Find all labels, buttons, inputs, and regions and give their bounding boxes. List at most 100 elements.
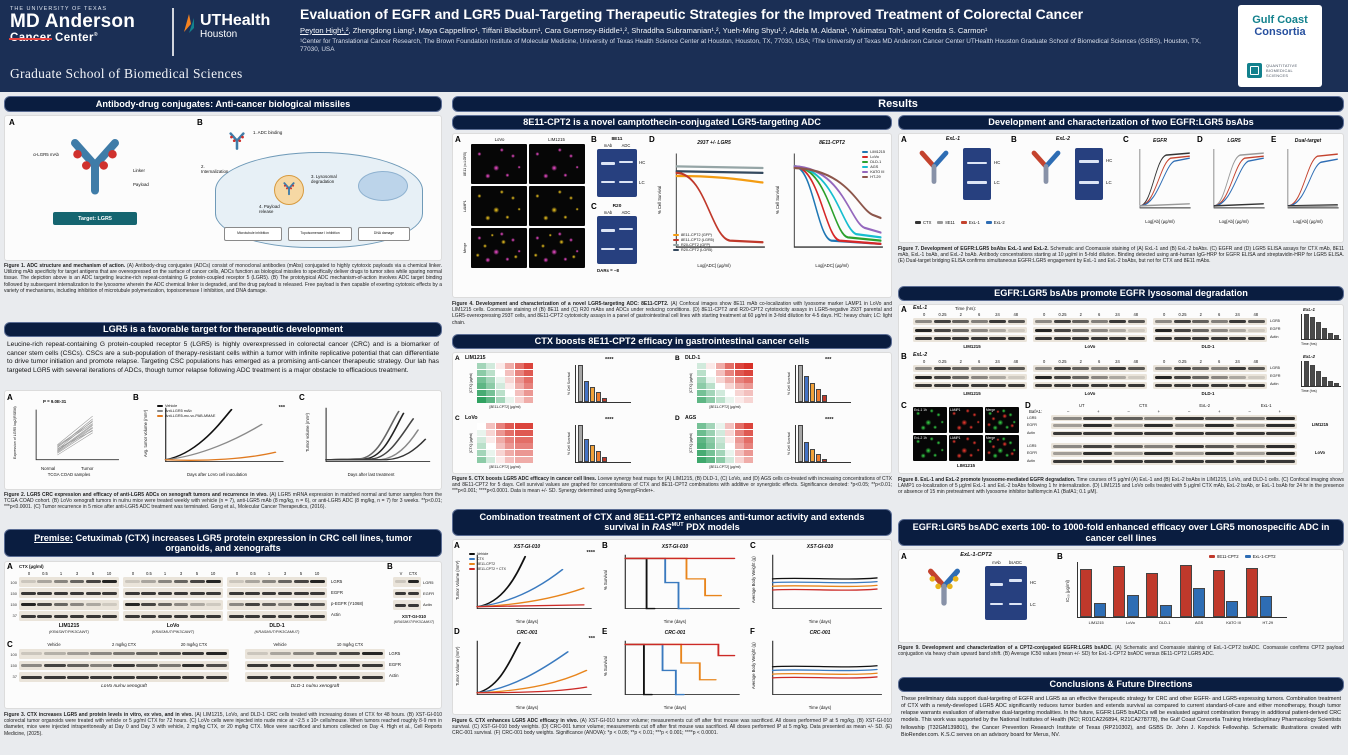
pdx-body-weight-xst: C XST-GI-010 Average Body Weight (g) Tim…: [750, 541, 889, 624]
legend-swatch: [157, 414, 163, 418]
bafa1-band-labels: LGR5 EGFR Actin: [1027, 443, 1049, 465]
gel-r20-lanes: mAb ADC: [597, 210, 637, 215]
blot-exl2-lim1215: [913, 365, 1027, 389]
heatmap-cell: [706, 396, 716, 403]
authors: Peyton High¹,², Zhengdong Liang¹, Maya C…: [300, 26, 1222, 35]
repeat-label: 20 mg/kg CTX: [180, 642, 208, 647]
heatmap-y-label: [CTX] (μg/ml): [689, 432, 693, 454]
blot-band: [1007, 337, 1025, 341]
ic50-cell-labels: LIM1215 LoVo DLD-1 AGS KATO III HT-29: [1079, 620, 1285, 625]
bar: [1193, 588, 1206, 617]
poster-title: Evaluation of EGFR and LGR5 Dual-Targeti…: [300, 6, 1084, 22]
panel-tag: C: [750, 541, 756, 550]
ic50-bars: [1077, 562, 1287, 618]
repeat-label: 0: [1163, 359, 1166, 364]
blot-band: [44, 664, 66, 667]
heatmap-x-label: [8E11-CPT2] (μg/ml): [709, 405, 741, 409]
legend-item: HT-29: [862, 175, 885, 179]
dar-note: DARs = ~8: [597, 268, 619, 273]
bafa1-cell-lim1215: LIM1215: [1311, 422, 1329, 427]
group-exl2: ExL-2: [913, 352, 928, 358]
repeat-label: 5: [91, 571, 95, 576]
blot-band: [21, 614, 36, 618]
x-axis-label: Log[Ab] (μg/ml): [1219, 219, 1249, 224]
egfr-level-bars-exl2: [1301, 361, 1341, 387]
repeat-label: +: [1278, 409, 1282, 414]
heatmap-cell: [725, 390, 735, 397]
blot-band: [395, 592, 407, 595]
heatmap-cell: [715, 423, 725, 430]
legend-item: Vehicle: [157, 404, 215, 408]
blot-band: [190, 603, 205, 607]
lovo-xenograft-label: LoVo nu/nu xenograft: [101, 684, 147, 689]
heatmap-cell: [715, 369, 725, 376]
bar: [798, 365, 803, 402]
synergy-panel-dld1: B DLD-1 [CTX] (μg/ml) [8E11-CPT2] (μg/ml…: [675, 355, 891, 413]
blot-strip: [1153, 318, 1267, 325]
bar: [804, 441, 809, 462]
repeat-label: 0.25: [1178, 312, 1187, 317]
legend-swatch: [1244, 555, 1251, 558]
blot-strip: [913, 365, 1027, 372]
gcc-icon: [1247, 63, 1262, 78]
blot-strip: [227, 611, 327, 622]
section-header-premise: Premise: Cetuximab (CTX) increases LGR5 …: [4, 529, 442, 557]
tumor-volume-plot: [164, 407, 284, 462]
x-axis-label: Log[Ab] (μg/ml): [1145, 219, 1175, 224]
repeat-label: HT-29: [1262, 620, 1274, 625]
panel-tag: C: [1123, 135, 1129, 144]
blot-band: [1210, 337, 1228, 341]
x-axis-label: Log[ADC] (μg/ml): [697, 263, 731, 268]
bar: [1334, 335, 1339, 339]
panel-tag: F: [750, 627, 755, 636]
y-axis-label: % Survival: [603, 570, 608, 590]
heatmap-y-label: [CTX] (μg/ml): [469, 372, 473, 394]
legend-item: 8E11-CPT2: [469, 562, 506, 566]
bar: [816, 389, 821, 402]
lc-label: LC: [1030, 602, 1036, 607]
blot-band: [915, 319, 932, 323]
synergy-heatmap: [697, 423, 753, 463]
cell-line-lovo: LoVo: [166, 623, 180, 629]
blot-band: [1173, 337, 1191, 341]
step-payload-release: 4. Payload release: [259, 204, 280, 214]
blot-band: [1035, 384, 1052, 388]
blot-band: [1192, 328, 1210, 332]
heatmap-cell: [734, 376, 744, 383]
target-lgr5-box: Target: LGR5: [53, 212, 137, 225]
confocal-lamp1-lovo: [471, 186, 527, 226]
blot-exl1-lim1215: [913, 318, 1027, 342]
exl2-schematic: [1027, 150, 1065, 186]
y-axis-label: Average Body Weight (g): [751, 556, 756, 604]
blot-band: [915, 384, 932, 388]
blot-band: [407, 592, 419, 595]
blot-band: [1144, 416, 1174, 420]
repeat-label: –: [1248, 409, 1251, 414]
bar: [810, 448, 815, 462]
blot-band: [1192, 319, 1210, 323]
repeat-label: 48: [1253, 312, 1259, 317]
md-anderson-name: MD Anderson: [10, 11, 135, 32]
blot-band: [21, 652, 43, 656]
section-header-lgr5: LGR5 is a favorable target for therapeut…: [4, 322, 442, 337]
blot-band: [136, 675, 158, 679]
blot-band: [205, 675, 227, 679]
blot-strip: [1033, 326, 1147, 334]
hc-label: HC: [994, 160, 1001, 165]
bafa1-plus-minus: – + – + – + – +: [1051, 409, 1297, 414]
repeat-label: mAb: [992, 560, 1001, 565]
x-axis-label: TCGA COAD samples: [47, 472, 91, 477]
repeat-label: Actin: [1027, 458, 1035, 463]
legend-item: 8E11-CPT2 (LGR5): [673, 238, 714, 242]
blot-exl1-lovo: [1033, 318, 1147, 342]
blot-band: [67, 664, 89, 667]
blot-band: [1144, 452, 1174, 456]
ic50-legend: 8E11-CPT2 ExL-1-CPT2: [1209, 554, 1276, 559]
blot-band: [1192, 384, 1210, 388]
legend-swatch: [673, 243, 679, 247]
cell-line-dld1: DLD-1: [269, 623, 285, 629]
blot-band: [1205, 424, 1235, 428]
figure-5-caption: Figure 5. CTX boosts LGR5 ADC efficacy i…: [452, 476, 893, 495]
blot-band: [141, 614, 156, 618]
